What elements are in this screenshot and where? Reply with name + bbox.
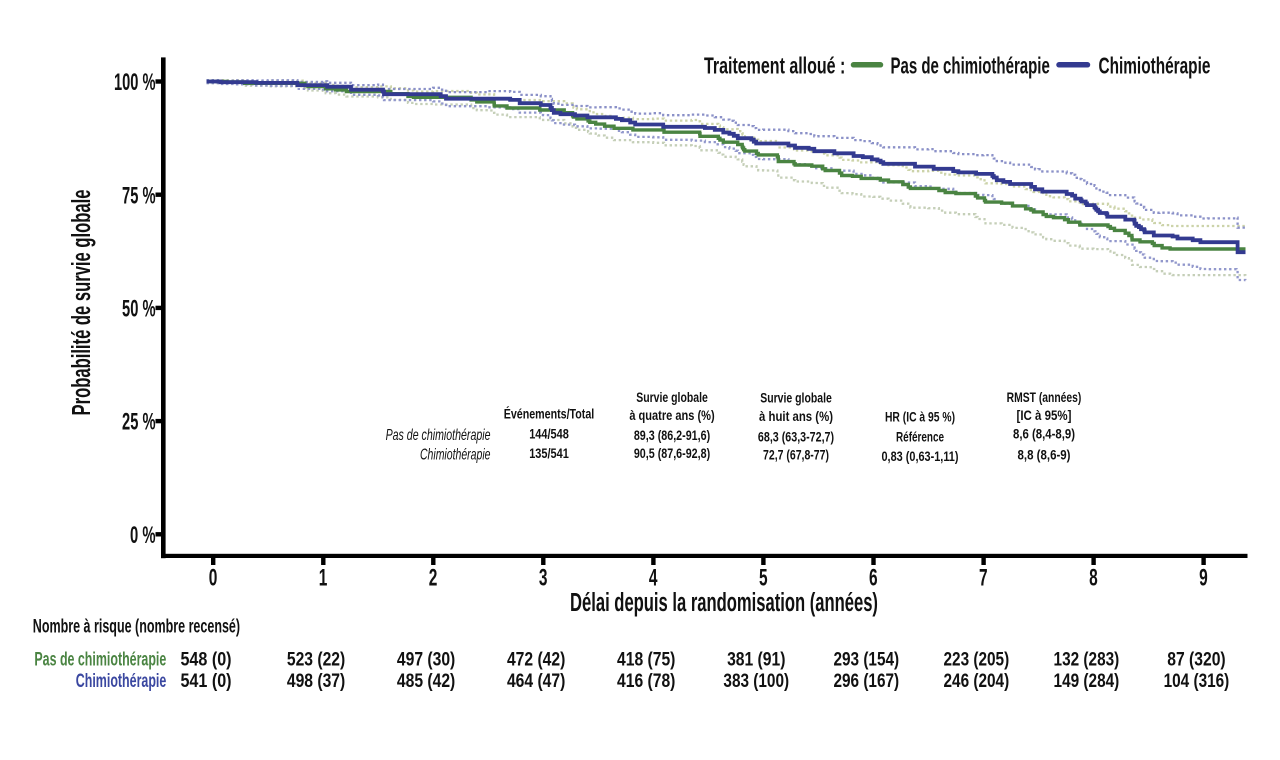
svg-text:223 (205): 223 (205) (943, 648, 1009, 670)
svg-text:523 (22): 523 (22) (287, 648, 345, 670)
svg-text:[IC à 95%]: [IC à 95%] (1017, 407, 1072, 423)
svg-text:RMST (années): RMST (années) (1007, 389, 1082, 405)
svg-text:4: 4 (649, 565, 658, 591)
svg-text:8: 8 (1089, 565, 1098, 591)
svg-text:Événements/Total: Événements/Total (504, 405, 595, 422)
svg-text:50 %: 50 % (122, 296, 156, 323)
svg-text:Traitement alloué :: Traitement alloué : (704, 54, 845, 80)
svg-text:0: 0 (209, 565, 218, 591)
svg-text:135/541: 135/541 (529, 446, 569, 462)
svg-text:2: 2 (429, 565, 438, 591)
svg-text:Survie globale: Survie globale (636, 389, 708, 405)
svg-text:416 (78): 416 (78) (617, 670, 675, 692)
svg-text:144/548: 144/548 (529, 426, 569, 442)
svg-text:à quatre ans (%): à quatre ans (%) (629, 408, 714, 424)
svg-text:Référence: Référence (896, 429, 944, 445)
svg-text:296 (167): 296 (167) (833, 670, 899, 692)
svg-text:548 (0): 548 (0) (180, 648, 231, 670)
svg-text:246 (204): 246 (204) (943, 670, 1009, 692)
svg-text:68,3 (63,3-72,7): 68,3 (63,3-72,7) (758, 429, 834, 445)
svg-text:100 %: 100 % (114, 70, 156, 97)
svg-text:497 (30): 497 (30) (397, 648, 455, 670)
svg-text:Probabilité de survie globale: Probabilité de survie globale (66, 190, 96, 416)
svg-text:9: 9 (1199, 565, 1208, 591)
svg-text:541 (0): 541 (0) (180, 670, 231, 692)
svg-text:472 (42): 472 (42) (507, 648, 565, 670)
svg-text:Délai depuis la randomisation: Délai depuis la randomisation (années) (570, 587, 878, 617)
svg-text:87 (320): 87 (320) (1167, 648, 1225, 670)
svg-text:25 %: 25 % (122, 409, 156, 436)
svg-text:8,8 (8,6-9): 8,8 (8,6-9) (1018, 446, 1071, 462)
svg-text:104 (316): 104 (316) (1164, 670, 1230, 692)
svg-text:0 %: 0 % (130, 522, 156, 548)
svg-text:Chimiothérapie: Chimiothérapie (76, 671, 167, 692)
svg-text:5: 5 (759, 565, 768, 591)
svg-text:8,6 (8,4-8,9): 8,6 (8,4-8,9) (1013, 425, 1075, 441)
svg-text:381 (91): 381 (91) (727, 648, 785, 670)
svg-text:485 (42): 485 (42) (397, 670, 455, 692)
svg-text:89,3 (86,2-91,6): 89,3 (86,2-91,6) (634, 427, 710, 443)
svg-text:132 (283): 132 (283) (1054, 648, 1120, 670)
svg-text:72,7 (67,8-77): 72,7 (67,8-77) (763, 447, 829, 463)
svg-text:498 (37): 498 (37) (287, 670, 345, 692)
svg-text:Nombre à risque (nombre recens: Nombre à risque (nombre recensé) (33, 616, 240, 637)
svg-text:90,5 (87,6-92,8): 90,5 (87,6-92,8) (634, 446, 710, 462)
svg-text:464 (47): 464 (47) (507, 670, 565, 692)
svg-text:Survie globale: Survie globale (760, 390, 832, 406)
svg-text:3: 3 (539, 565, 548, 591)
svg-text:1: 1 (319, 565, 328, 591)
svg-text:0,83 (0,63-1,11): 0,83 (0,63-1,11) (881, 449, 958, 465)
svg-text:Pas de chimiothérapie: Pas de chimiothérapie (34, 649, 166, 670)
svg-text:149 (284): 149 (284) (1054, 670, 1120, 692)
svg-text:6: 6 (869, 565, 878, 591)
svg-text:383 (100): 383 (100) (723, 670, 789, 692)
svg-text:Pas de chimiothérapie: Pas de chimiothérapie (386, 426, 491, 444)
svg-text:75 %: 75 % (122, 183, 156, 210)
svg-text:Chimiothérapie: Chimiothérapie (420, 445, 491, 463)
svg-text:418 (75): 418 (75) (617, 648, 675, 670)
svg-text:à huit ans (%): à huit ans (%) (759, 408, 833, 424)
svg-text:Chimiothérapie: Chimiothérapie (1099, 53, 1211, 79)
svg-text:HR (IC à 95 %): HR (IC à 95 %) (885, 409, 955, 425)
svg-text:293 (154): 293 (154) (833, 648, 899, 670)
svg-text:Pas de chimiothérapie: Pas de chimiothérapie (891, 53, 1050, 79)
svg-text:7: 7 (979, 565, 988, 591)
